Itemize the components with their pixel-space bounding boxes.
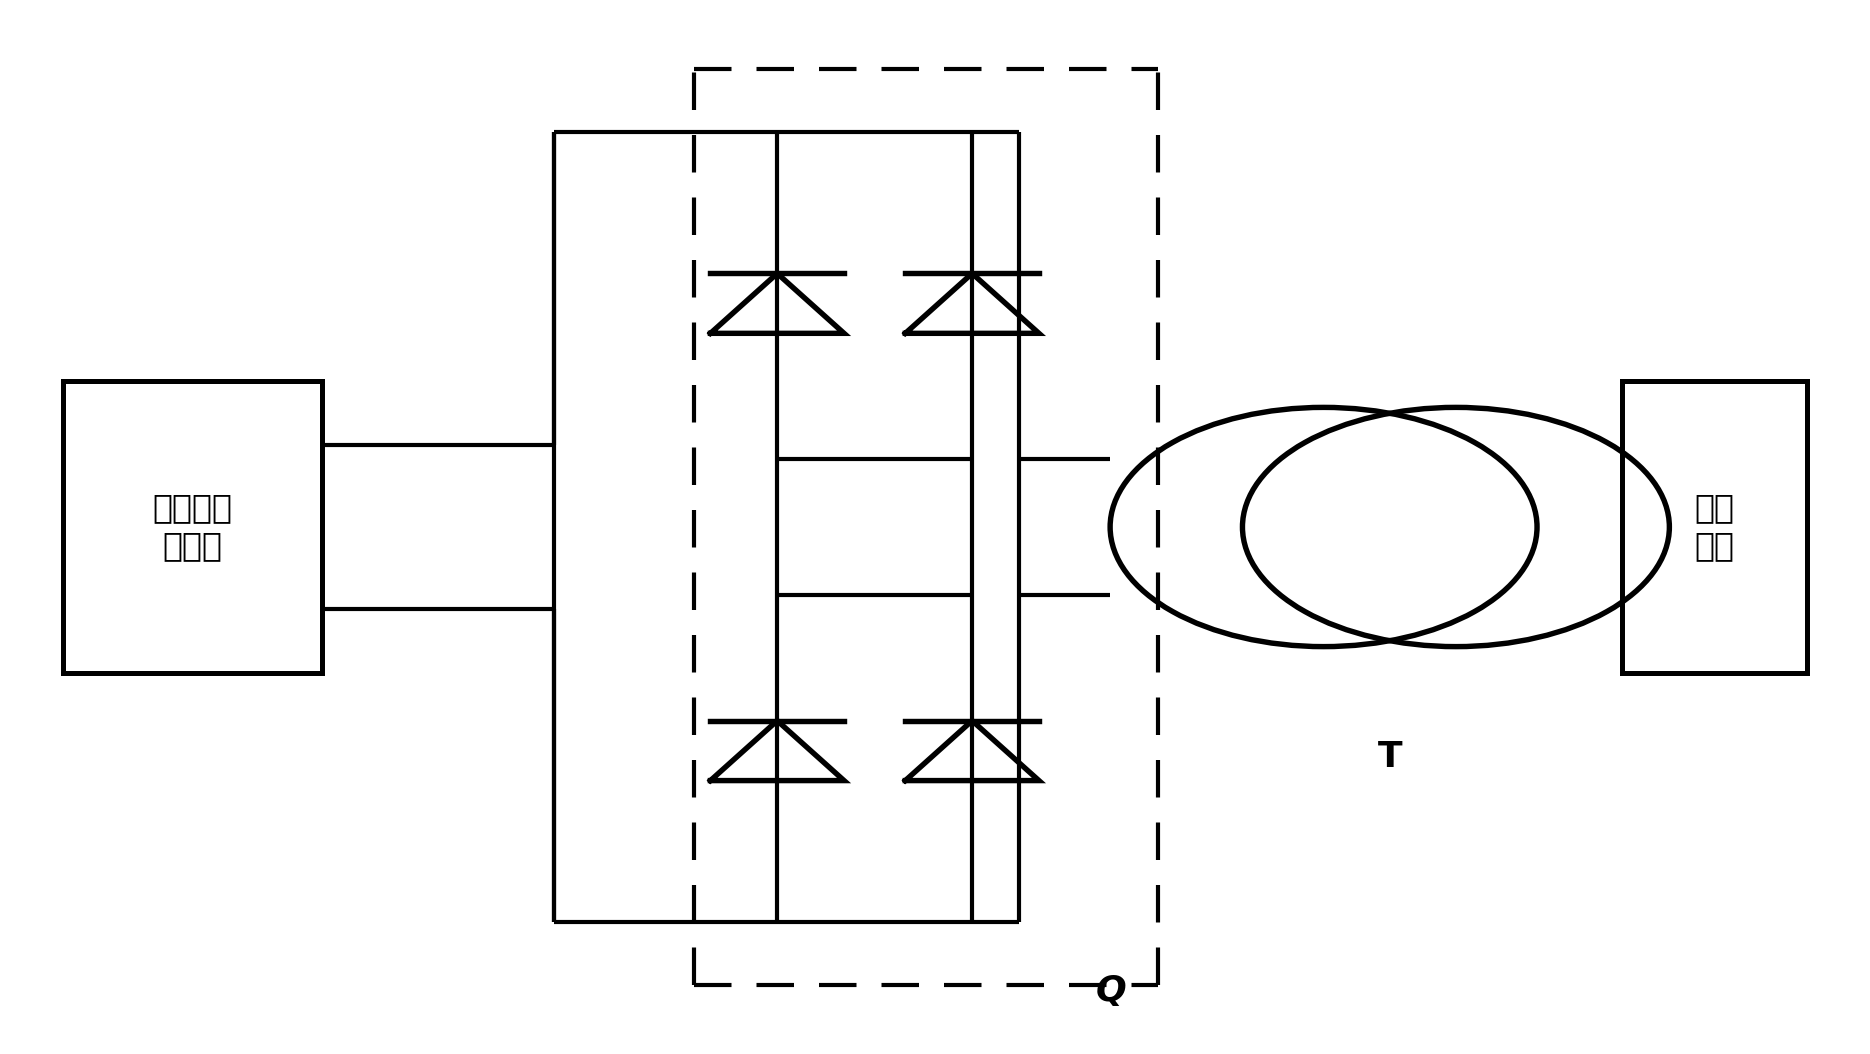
Text: T: T [1378,740,1402,775]
Bar [1621,382,1808,672]
Bar [62,382,322,672]
Text: Q: Q [1096,974,1128,1009]
Text: 交流
输入: 交流 输入 [1694,491,1735,563]
Text: 预充电电
路输出: 预充电电 路输出 [153,491,232,563]
